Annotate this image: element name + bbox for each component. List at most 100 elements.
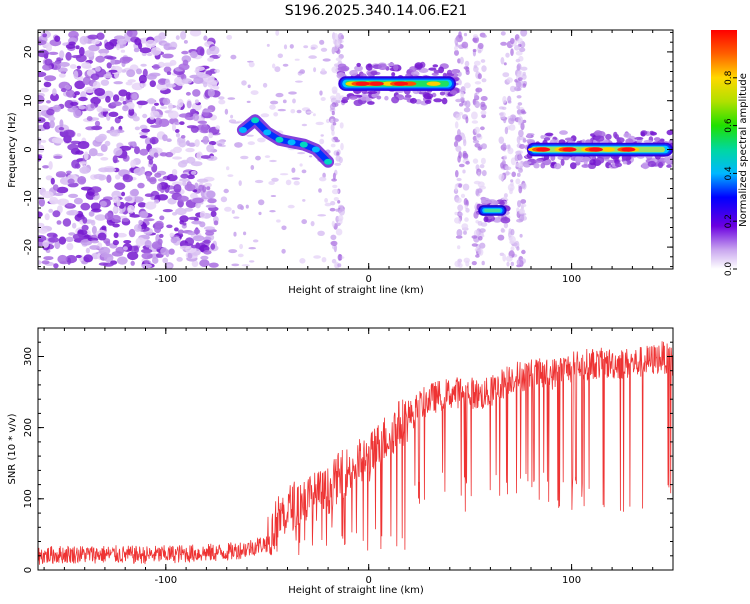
heatmap-blob <box>287 204 295 209</box>
heatmap-blob <box>246 134 254 137</box>
heatmap-blob <box>317 214 327 217</box>
heatmap-blob <box>290 109 296 114</box>
heatmap-blob <box>233 231 237 237</box>
heatmap-column-blob <box>475 133 482 139</box>
heatmap-blob <box>115 174 121 180</box>
heatmap-blob <box>187 216 199 220</box>
heatmap-column-blob <box>479 228 486 233</box>
heatmap-column-blob <box>477 73 482 80</box>
heatmap-blob <box>49 115 55 122</box>
heatmap-blob <box>218 96 225 100</box>
heatmap-blob <box>195 202 201 209</box>
heatmap-blob <box>150 47 162 56</box>
heatmap-blob <box>149 136 159 145</box>
heatmap-halo-blob <box>483 216 489 223</box>
heatmap-blob <box>258 199 265 206</box>
heatmap-column-blob <box>463 66 469 70</box>
heatmap-blob <box>64 84 72 90</box>
heatmap-halo-blob <box>540 135 545 139</box>
snr-frame <box>37 327 674 571</box>
heatmap-column-blob <box>517 155 523 160</box>
heatmap-blob <box>46 232 58 238</box>
heatmap-halo-blob <box>647 160 657 168</box>
heatmap-column-blob <box>517 102 523 106</box>
colorbar-ticks: 0.0 0.2 0.4 0.6 0.8 <box>724 70 737 276</box>
heatmap-blob <box>308 55 317 59</box>
heatmap-column-blob <box>455 134 463 142</box>
heatmap-blob <box>126 91 132 100</box>
heatmap-blob <box>56 186 69 194</box>
heatmap-blob <box>270 195 277 197</box>
heatmap-halo-blob <box>393 64 399 71</box>
heatmap-blob <box>95 66 101 72</box>
heatmap-blob <box>58 73 66 78</box>
heatmap-blob <box>38 144 45 153</box>
heatmap-blob <box>137 182 145 189</box>
heatmap-halo-blob <box>376 95 382 100</box>
heatmap-blob <box>75 54 87 63</box>
heatmap-blob <box>231 263 240 267</box>
heatmap-blob <box>143 218 155 222</box>
heatmap-column-blob <box>456 229 463 237</box>
heatmap-blob <box>230 54 237 60</box>
heatmap-halo-blob <box>337 66 347 72</box>
heatmap-blob <box>81 62 92 69</box>
heatmap-column-blob <box>505 52 510 58</box>
heatmap-halo-blob <box>614 134 619 140</box>
heatmap-blob <box>46 100 51 104</box>
heatmap-blob <box>145 39 157 48</box>
heatmap-blob <box>179 215 189 223</box>
heatmap-halo-blob <box>622 160 628 165</box>
heatmap-blob <box>130 260 135 266</box>
heatmap-column-blob <box>479 164 485 169</box>
heatmap-blob <box>180 173 189 179</box>
heatmap-blob <box>42 240 49 248</box>
heatmap-blob <box>228 249 238 254</box>
heatmap-blob <box>181 50 189 55</box>
heatmap-blob <box>319 39 325 45</box>
heatmap-blob <box>99 200 108 207</box>
heatmap-column-blob <box>455 170 459 178</box>
heatmap-blob <box>282 99 287 104</box>
heatmap-blob <box>171 169 178 176</box>
heatmap-blob <box>283 44 288 50</box>
heatmap-blob <box>127 251 139 261</box>
heatmap-blob <box>124 196 133 202</box>
heatmap-blob <box>285 179 292 186</box>
heatmap-column-blob <box>462 183 470 191</box>
heatmap-blob <box>217 143 223 147</box>
heatmap-blob <box>157 78 167 85</box>
heatmap-column-blob <box>497 234 505 241</box>
heatmap-xtick-label: 0 <box>366 274 372 285</box>
heatmap-column-blob <box>520 109 526 114</box>
heatmap-blob <box>302 199 306 202</box>
heatmap-blob <box>207 88 215 98</box>
heatmap-blob <box>186 125 197 129</box>
heatmap-blob <box>66 210 75 216</box>
heatmap-blob <box>59 50 65 59</box>
heatmap-column-blob <box>520 66 528 71</box>
heatmap-column-blob <box>473 180 481 185</box>
heatmap-column-blob <box>505 144 511 150</box>
heatmap-blob <box>127 204 135 214</box>
heatmap-blob <box>203 226 215 231</box>
heatmap-blob <box>249 260 255 263</box>
heatmap-trace-node <box>311 146 320 153</box>
heatmap-blob <box>159 233 164 238</box>
heatmap-blob <box>72 222 77 229</box>
heatmap-blob <box>246 100 251 103</box>
heatmap-column-blob <box>503 62 507 66</box>
heatmap-blob <box>281 248 286 254</box>
heatmap-blob <box>94 135 106 142</box>
snr-ytick-label: 100 <box>23 489 34 508</box>
heatmap-blob <box>50 177 55 185</box>
heatmap-blob <box>147 97 156 105</box>
heatmap-column-blob <box>519 144 526 149</box>
heatmap-blob <box>315 121 324 126</box>
heatmap-column-blob <box>509 240 515 245</box>
heatmap-blob <box>54 35 61 42</box>
heatmap-blob <box>140 63 147 67</box>
heatmap-halo-blob <box>657 161 664 169</box>
heatmap-blob <box>73 109 82 119</box>
heatmap-blob <box>96 32 105 40</box>
